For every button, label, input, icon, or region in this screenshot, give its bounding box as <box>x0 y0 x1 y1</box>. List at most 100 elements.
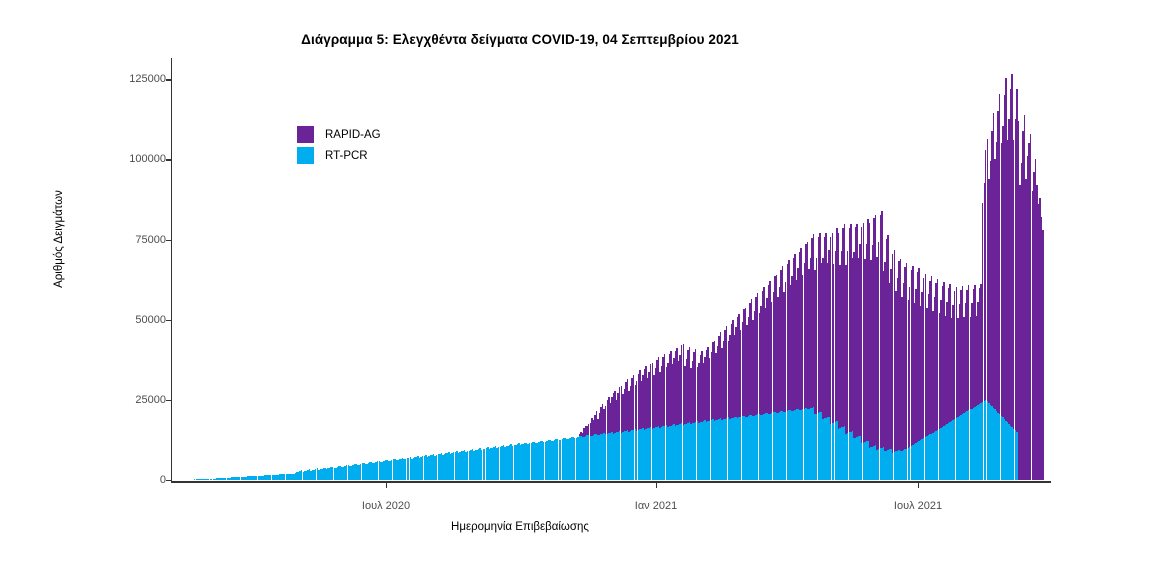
bar-segment-rapid-ag <box>763 287 765 414</box>
legend-item: RAPID-AG <box>297 124 381 145</box>
bar-segment-rapid-ag <box>983 182 985 401</box>
bar-segment-rapid-ag <box>856 223 858 438</box>
bar-segment-rt-pcr <box>981 401 984 480</box>
bar-segment-rt-pcr <box>712 419 714 480</box>
bar-segment-rt-pcr <box>392 459 394 480</box>
bar-segment-rapid-ag <box>899 258 902 452</box>
bar-segment-rapid-ag <box>819 233 821 413</box>
bar-segment-rt-pcr <box>468 450 470 480</box>
bar-segment-rt-pcr <box>952 420 954 480</box>
bar-segment-rt-pcr <box>659 427 661 480</box>
bar-segment-rt-pcr <box>826 417 829 480</box>
bar-segment-rt-pcr <box>991 406 993 480</box>
bar-segment-rt-pcr <box>480 449 483 480</box>
bar-segment-rapid-ag <box>743 309 745 416</box>
bar-segment-rt-pcr <box>530 442 533 480</box>
bar-segment-rapid-ag <box>708 358 711 421</box>
bar-segment-rapid-ag <box>985 149 987 400</box>
bar-segment-rt-pcr <box>484 448 486 480</box>
bar-segment-rt-pcr <box>789 409 792 480</box>
bar-segment-rapid-ag <box>823 237 826 419</box>
bar-segment-rapid-ag <box>698 363 700 423</box>
bar-segment-rapid-ag <box>797 268 799 409</box>
bar-segment-rapid-ag <box>961 286 964 415</box>
bar-segment-rt-pcr <box>432 454 435 480</box>
bar-segment-rapid-ag <box>1036 185 1038 480</box>
bar-segment-rt-pcr <box>933 431 936 480</box>
bar-segment-rt-pcr <box>496 447 498 480</box>
bar-segment-rt-pcr <box>358 464 360 480</box>
bar-segment-rt-pcr <box>758 413 761 480</box>
bar-segment-rt-pcr <box>355 463 357 480</box>
bar-segment-rt-pcr <box>445 453 447 480</box>
bar-segment-rapid-ag <box>688 346 691 423</box>
bar-segment-rapid-ag <box>988 178 990 404</box>
bar-segment-rt-pcr <box>271 474 273 480</box>
bar-segment-rt-pcr <box>690 423 692 480</box>
bar-segment-rapid-ag <box>871 244 874 447</box>
bar-segment-rt-pcr <box>594 434 596 480</box>
bar-segment-rapid-ag <box>795 279 798 410</box>
bar-segment-rapid-ag <box>716 346 719 420</box>
bar-segment-rt-pcr <box>733 417 736 480</box>
bar-segment-rt-pcr <box>966 411 968 480</box>
bar-segment-rt-pcr <box>797 408 799 480</box>
bar-segment-rt-pcr <box>494 446 497 480</box>
bar-segment-rt-pcr <box>941 426 944 480</box>
bar-segment-rapid-ag <box>653 374 655 429</box>
bar-segment-rt-pcr <box>249 476 252 480</box>
bar-segment-rapid-ag <box>798 252 801 411</box>
bar-segment-rapid-ag <box>690 367 692 424</box>
bar-segment-rt-pcr <box>603 432 605 480</box>
bar-segment-rapid-ag <box>727 340 729 418</box>
y-axis-line <box>171 58 173 482</box>
bar-segment-rapid-ag <box>826 263 829 418</box>
bar-segment-rapid-ag <box>806 242 809 410</box>
bar-segment-rt-pcr <box>862 442 864 480</box>
bar-segment-rapid-ag <box>670 350 672 426</box>
bar-segment-rt-pcr <box>575 437 577 480</box>
bar-segment-rt-pcr <box>715 420 717 480</box>
bar-segment-rt-pcr <box>699 422 702 480</box>
bar-segment-rt-pcr <box>912 445 914 480</box>
bar-segment-rt-pcr <box>992 407 995 480</box>
bar-segment-rapid-ag <box>724 329 726 419</box>
bar-segment-rapid-ag <box>729 335 731 420</box>
bar-segment-rt-pcr <box>459 452 461 480</box>
bar-segment-rapid-ag <box>941 285 944 427</box>
bar-segment-rapid-ag <box>730 323 733 419</box>
bar-segment-rt-pcr <box>501 446 503 480</box>
bar-segment-rapid-ag <box>853 251 855 439</box>
bar-segment-rt-pcr <box>884 451 886 480</box>
bar-segment-rt-pcr <box>909 446 911 480</box>
bar-segment-rt-pcr <box>784 411 787 480</box>
bar-segment-rt-pcr <box>198 479 201 480</box>
bar-segment-rt-pcr <box>718 419 720 480</box>
y-axis-tick-mark <box>166 159 171 161</box>
bar-segment-rt-pcr <box>335 467 337 480</box>
bar-segment-rapid-ag <box>932 310 934 433</box>
bar-segment-rt-pcr <box>279 474 281 480</box>
bar-segment-rt-pcr <box>443 454 446 480</box>
bar-segment-rt-pcr <box>656 426 658 480</box>
bar-segment-rt-pcr <box>314 469 317 480</box>
bar-segment-rt-pcr <box>404 458 407 480</box>
bar-segment-rapid-ag <box>739 330 742 417</box>
bar-segment-rt-pcr <box>465 451 467 480</box>
bar-segment-rapid-ag <box>1006 140 1009 423</box>
bar-segment-rapid-ag <box>676 347 678 426</box>
y-axis-tick-label: 125000 <box>129 73 166 86</box>
bar-segment-rapid-ag <box>639 370 641 430</box>
bar-segment-rt-pcr <box>763 413 765 480</box>
bar-segment-rapid-ag <box>741 321 743 417</box>
bar-segment-rapid-ag <box>617 393 619 432</box>
bar-segment-rt-pcr <box>874 445 877 480</box>
bar-segment-rt-pcr <box>881 447 883 480</box>
bar-segment-rapid-ag <box>735 327 737 417</box>
bar-segment-rt-pcr <box>820 411 823 480</box>
bar-segment-rapid-ag <box>578 433 581 437</box>
bar-segment-rt-pcr <box>671 424 674 480</box>
bar-segment-rt-pcr <box>583 436 585 480</box>
bar-segment-rt-pcr <box>570 437 573 480</box>
bar-segment-rt-pcr <box>324 467 326 480</box>
